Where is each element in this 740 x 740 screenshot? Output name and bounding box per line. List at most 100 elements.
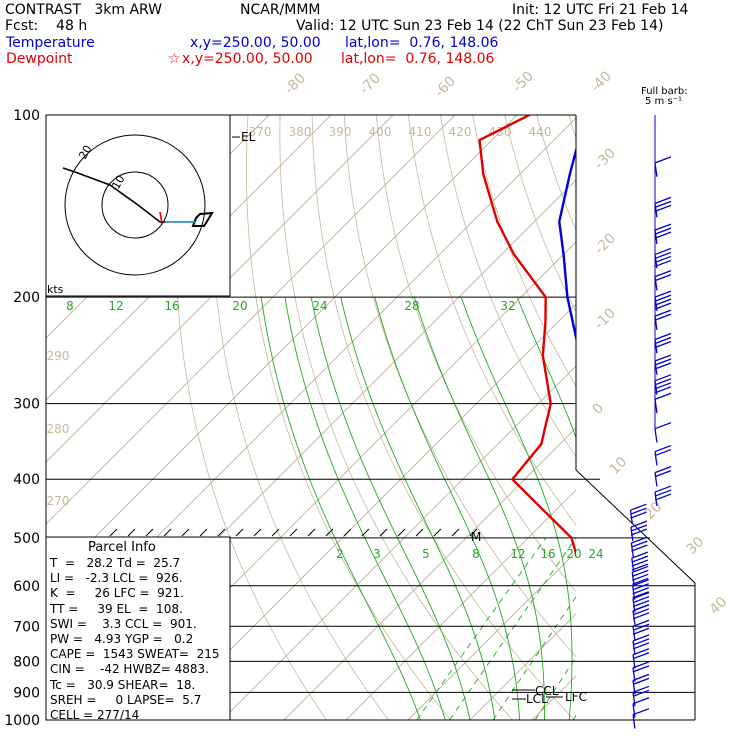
hatch-mark xyxy=(397,528,406,537)
dry-adiabat-line xyxy=(279,115,513,720)
chart-right-slant-edge xyxy=(575,469,696,720)
theta-side-label: 270 xyxy=(47,494,70,508)
isotherm-label: 40 xyxy=(707,594,731,618)
wind-barb-staff xyxy=(632,703,636,718)
wind-barb-staff xyxy=(632,626,636,641)
dry-adiabat-line xyxy=(697,115,740,720)
wind-barb-flag xyxy=(654,231,672,239)
theta-label: 420 xyxy=(449,125,472,139)
mixing-ratio-label: 5 xyxy=(422,547,430,561)
isotherm-label: -70 xyxy=(357,70,384,97)
wind-barb-flag xyxy=(654,378,672,386)
wind-barb-flag xyxy=(654,259,672,268)
wind-barb-flag xyxy=(654,302,672,310)
wind-barb-flag xyxy=(632,623,650,631)
dry-adiabat-line xyxy=(375,115,576,593)
wind-barb-flag xyxy=(654,204,672,213)
theta-label: 400 xyxy=(369,125,392,139)
moist-adiabat-line xyxy=(310,297,471,720)
center-label: NCAR/MMM xyxy=(240,2,321,18)
dry-adiabat-line xyxy=(440,115,576,458)
parcel-info-row: LI = -2.3 LCL = 926. xyxy=(50,571,183,586)
isotherm-line xyxy=(469,613,576,720)
dry-adiabat-line xyxy=(311,115,575,720)
wind-barb-flag xyxy=(632,591,650,600)
valid-time: Valid: 12 UTC Sun 23 Feb 14 (22 ChT Sun … xyxy=(296,18,664,34)
pressure-label-500: 500 xyxy=(13,531,40,547)
wind-barb-flag xyxy=(632,689,650,697)
hatch-mark xyxy=(289,528,298,537)
hatch-mark xyxy=(235,528,244,537)
barb-legend-line2: 5 m s⁻¹ xyxy=(645,96,682,107)
mixing-ratio-label: 32 xyxy=(500,299,515,313)
hatch-mark xyxy=(217,528,226,537)
isotherm-label: 10 xyxy=(607,454,631,478)
mixing-ratio-label: 8 xyxy=(472,547,480,561)
wind-barb-flag xyxy=(654,294,672,302)
wind-barb-flag xyxy=(654,469,672,478)
wind-barb-staff xyxy=(632,654,636,669)
parcel-info-panel: Parcel Info T = 28.2 Td = 25.7 LI = -2.3 … xyxy=(50,540,230,723)
isotherm-line xyxy=(407,551,576,720)
wind-barb-flag xyxy=(654,362,672,370)
temperature-xy: x,y=250.00, 50.00 xyxy=(190,35,321,51)
isotherm-line xyxy=(718,115,740,720)
dry-adiabat-line xyxy=(343,115,576,658)
wind-barb-flag xyxy=(654,444,672,453)
isotherm-line xyxy=(283,427,576,720)
m-marker: M xyxy=(471,530,481,544)
pressure-label-900: 900 xyxy=(13,685,40,701)
wind-barb-staff xyxy=(654,451,658,466)
dry-adiabat-line xyxy=(536,115,576,232)
theta-label: 410 xyxy=(409,125,432,139)
wind-barb-flag xyxy=(630,528,648,536)
wind-barb-flag xyxy=(632,677,650,685)
dry-adiabat-line xyxy=(472,115,576,387)
isotherm-label: -30 xyxy=(592,145,619,172)
wind-barb-flag xyxy=(630,524,648,532)
pressure-label-300: 300 xyxy=(13,397,40,413)
wind-barb-flag xyxy=(632,708,650,716)
pressure-label-600: 600 xyxy=(13,579,40,595)
wind-barb-flag xyxy=(654,448,672,457)
parcel-info-row: SWI = 3.3 CCL = 901. xyxy=(50,616,197,631)
wind-barb-flag xyxy=(631,559,649,567)
isotherm-label: 0 xyxy=(590,400,608,418)
wind-barb-flag xyxy=(654,196,672,205)
parcel-info-title: Parcel Info xyxy=(88,540,156,555)
theta-label: 380 xyxy=(289,125,312,139)
moist-adiabat-line xyxy=(693,297,740,720)
wind-barb-flag xyxy=(632,587,649,595)
wind-barb-flag xyxy=(654,309,672,317)
wind-barb-flag xyxy=(632,604,650,612)
wind-barb-staff xyxy=(630,527,634,542)
wind-barb-flag xyxy=(632,652,650,660)
parcel-info-row: CELL = 277/14 xyxy=(50,708,140,723)
wind-barb-flag xyxy=(632,599,650,608)
isotherm-line xyxy=(46,115,332,401)
wind-barb-flag xyxy=(654,374,672,382)
wind-barb-flag xyxy=(631,540,648,548)
wind-barb-flag xyxy=(632,619,650,627)
wind-barb-staff xyxy=(654,472,658,487)
hatch-mark xyxy=(127,528,136,537)
wind-barb-flag xyxy=(632,665,650,673)
wind-barb-flag xyxy=(654,485,672,493)
wind-barb-staff xyxy=(632,610,636,625)
pressure-label-100: 100 xyxy=(13,108,40,124)
hatch-mark xyxy=(451,528,460,537)
hodograph-ring-inner xyxy=(101,171,169,239)
wind-barb-flag xyxy=(632,697,650,705)
hatch-mark xyxy=(433,528,442,537)
mixing-ratio-label: 3 xyxy=(373,547,381,561)
wind-barb-flag xyxy=(632,685,650,693)
wind-barb-flag xyxy=(654,493,672,501)
wind-barb-flag xyxy=(654,255,672,264)
mixing-ratio-label: 12 xyxy=(108,299,123,313)
parcel-info-row: K = 26 LFC = 921. xyxy=(50,586,184,601)
wind-barb-flag xyxy=(632,573,649,581)
dewpoint-latlon: lat,lon= 0.76, 148.06 xyxy=(341,51,495,67)
theta-label: 390 xyxy=(329,125,352,139)
wind-barb-flag xyxy=(630,507,647,515)
